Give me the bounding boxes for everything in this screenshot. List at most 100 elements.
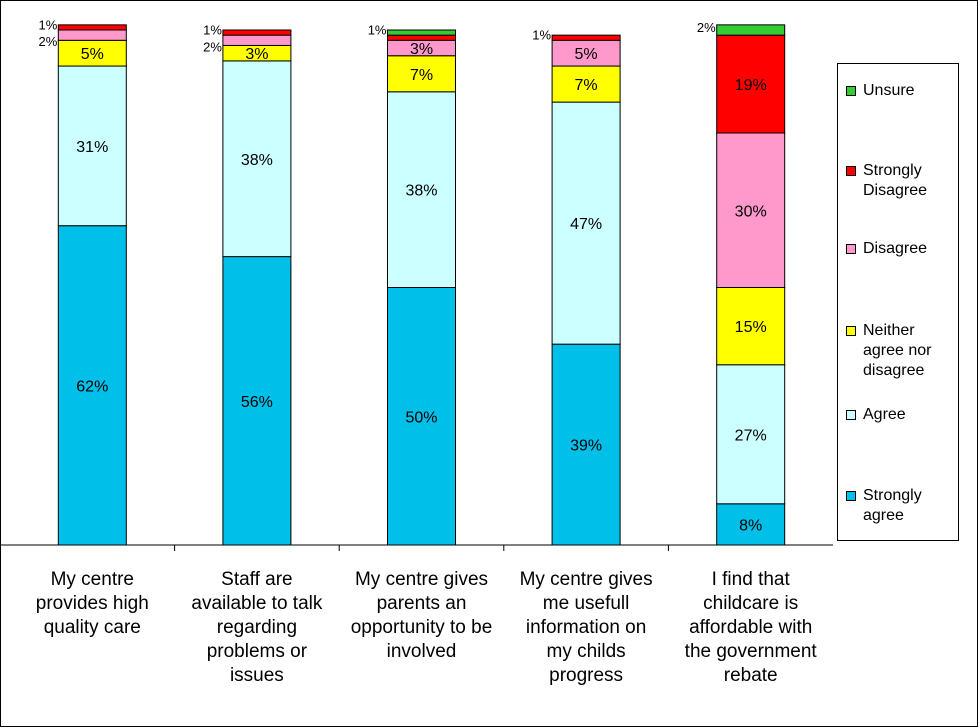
legend-swatch: [846, 491, 856, 501]
category-label: My centre gives parents an opportunity to …: [337, 568, 507, 664]
legend-swatch: [846, 410, 856, 420]
bar-segment: [716, 503, 786, 546]
data-label: 2%: [39, 34, 58, 49]
data-label: 3%: [410, 41, 433, 58]
data-label: 15%: [735, 319, 767, 336]
data-label: 50%: [405, 409, 437, 426]
bar-segment: [387, 55, 456, 93]
category-label-line: I find that: [711, 569, 790, 590]
bar-segment: [57, 24, 127, 31]
category-label-line: involved: [386, 641, 457, 662]
data-label: 56%: [241, 394, 273, 411]
bar-segment: [57, 65, 127, 227]
legend-label-line: disagree: [863, 362, 925, 379]
bar-segment: [716, 364, 786, 505]
category-label: I find that childcare is affordable with th…: [666, 568, 836, 688]
legend-label-line: Agree: [863, 406, 906, 423]
category-label-line: my childs: [546, 641, 626, 662]
data-label: 31%: [76, 139, 108, 156]
bar-segment: [387, 287, 456, 546]
bar-segment: [387, 91, 456, 288]
category-label-line: me usefull: [542, 593, 630, 614]
bar-segment: [551, 34, 621, 41]
legend-label-line: agree: [863, 507, 904, 524]
category-label-line: childcare is: [703, 593, 799, 614]
legend-label-line: Disagree: [863, 182, 928, 199]
category-label-line: information on: [525, 617, 647, 638]
legend-label: Unsure: [863, 81, 915, 101]
category-label-line: opportunity to be: [350, 617, 493, 638]
data-label: 38%: [241, 152, 273, 169]
legend-label-line: Strongly: [863, 162, 922, 179]
legend-label: Agree: [863, 405, 906, 425]
legend-label-line: Disagree: [863, 240, 928, 257]
bar-segment: [551, 343, 621, 546]
data-label: 8%: [739, 517, 762, 534]
legend: Unsure Strongly Disagree Disagree Neither agr…: [837, 63, 959, 541]
category-label-line: issues: [229, 665, 284, 686]
legend-label-line: Unsure: [863, 82, 915, 99]
category-label-line: problems or: [206, 641, 308, 662]
data-label: 30%: [735, 203, 767, 220]
category-label: My centre provides high quality care: [7, 568, 177, 640]
category-label: My centre gives me usefull information on m…: [501, 568, 671, 688]
data-label: 2%: [203, 39, 222, 54]
bar-segment: [222, 60, 292, 258]
data-label: 1%: [368, 23, 387, 38]
category-label-line: provides high: [35, 593, 149, 614]
category-label-line: regarding: [216, 617, 298, 638]
bar-segment: [716, 132, 786, 288]
legend-swatch: [846, 244, 856, 254]
legend-label: Strongly Disagree: [863, 161, 927, 201]
data-label: 3%: [245, 46, 268, 63]
data-label: 19%: [735, 77, 767, 94]
category-label-line: the government: [684, 641, 817, 662]
bar-segment: [57, 29, 127, 41]
data-label: 47%: [570, 216, 602, 233]
category-label-line: My centre gives: [519, 569, 653, 590]
bar-segment: [551, 39, 621, 67]
legend-label-line: Neither: [863, 322, 915, 339]
category-label-line: My centre: [50, 569, 134, 590]
category-label-line: rebate: [723, 665, 778, 686]
data-label: 1%: [39, 17, 58, 32]
bar-segment: [716, 24, 786, 36]
data-label: 2%: [697, 20, 716, 35]
bar-segment: [222, 34, 292, 46]
category-label: Staff are available to talk regarding probl…: [172, 568, 342, 688]
bar-segment: [57, 225, 127, 546]
bar-segment: [716, 287, 786, 366]
data-label: 7%: [575, 77, 598, 94]
bar-segment: [222, 29, 292, 36]
legend-swatch: [846, 326, 856, 336]
data-label: 38%: [405, 183, 437, 200]
data-label: 5%: [575, 46, 598, 63]
data-label: 27%: [735, 427, 767, 444]
bar-segment: [716, 34, 786, 134]
data-label: 1%: [203, 23, 222, 38]
bar-segment: [387, 34, 456, 41]
data-label: 1%: [532, 28, 551, 43]
category-label-line: affordable with: [689, 617, 813, 638]
legend-swatch: [846, 166, 856, 176]
bar-segment: [551, 65, 621, 103]
bar-segment: [387, 29, 456, 36]
category-label-line: My centre gives: [354, 569, 489, 590]
data-label: 5%: [81, 46, 104, 63]
data-label: 7%: [410, 67, 433, 84]
category-label-line: available to talk: [191, 593, 323, 614]
legend-label: Disagree: [863, 239, 927, 259]
category-label-line: quality care: [43, 617, 141, 638]
legend-label: Strongly agree: [863, 486, 922, 526]
legend-swatch: [846, 86, 856, 96]
category-label-line: progress: [549, 665, 624, 686]
category-label-line: parents an: [376, 593, 467, 614]
category-label-line: Staff are: [221, 569, 293, 590]
legend-label: Neither agree nor disagree: [863, 321, 932, 381]
legend-label-line: Strongly: [863, 487, 922, 504]
data-label: 62%: [76, 378, 108, 395]
bar-segment: [57, 39, 127, 67]
data-label: 39%: [570, 438, 602, 455]
